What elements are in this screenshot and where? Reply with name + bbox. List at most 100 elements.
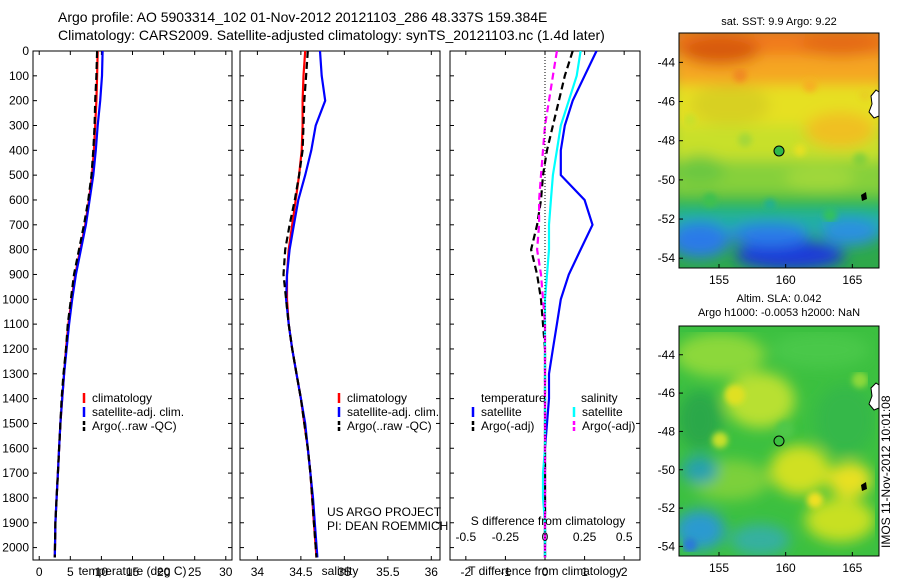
legend-label: climatology xyxy=(92,391,152,405)
map-y-tick-label: -54 xyxy=(658,251,676,265)
annotation-line-1: US ARGO PROJECT xyxy=(327,505,442,519)
y-tick-label: 1300 xyxy=(2,367,29,381)
y-tick-label: 100 xyxy=(9,69,29,83)
s-axis-tick-label: 0.25 xyxy=(573,530,597,544)
series-line-4 xyxy=(535,50,558,558)
y-tick-label: 1900 xyxy=(2,516,29,530)
y-tick-label: 1000 xyxy=(2,292,29,306)
map-sst-argo-marker xyxy=(773,145,785,157)
x-tick-label: 25 xyxy=(188,565,202,579)
y-tick-label: 1400 xyxy=(2,392,29,406)
s-axis-tick-label: -0.25 xyxy=(492,530,520,544)
s-axis-label: S difference from climatology xyxy=(471,514,626,528)
series-line-3 xyxy=(53,50,99,558)
map-y-tick-label: -52 xyxy=(658,501,676,515)
y-tick-label: 800 xyxy=(9,243,29,257)
map-sla-title-2: Argo h1000: -0.0053 h2000: NaN xyxy=(698,307,860,319)
map-y-tick-label: -46 xyxy=(658,386,676,400)
legend-label: Argo(-adj) xyxy=(481,419,534,433)
series-line-2 xyxy=(284,50,327,558)
x-axis-label: T difference from climatology xyxy=(468,564,622,578)
map-sst-title: sat. SST: 9.9 Argo: 9.22 xyxy=(721,16,837,28)
y-tick-label: 400 xyxy=(9,143,29,157)
x-axis-label: temperature (deg C) xyxy=(78,564,186,578)
map-y-tick-label: -48 xyxy=(658,134,676,148)
x-tick-label: 15 xyxy=(126,565,140,579)
legend-title-salinity: salinity xyxy=(581,391,618,405)
y-tick-label: 1700 xyxy=(2,466,29,480)
map-x-tick-label: 160 xyxy=(776,561,796,575)
x-tick-label: 0 xyxy=(36,565,43,579)
y-tick-label: 500 xyxy=(9,168,29,182)
s-axis-tick-label: -0.5 xyxy=(455,530,476,544)
y-tick-label: 1500 xyxy=(2,416,29,430)
header-line-1: Argo profile: AO 5903314_102 01-Nov-2012… xyxy=(58,9,547,25)
y-tick-label: 200 xyxy=(9,94,29,108)
x-tick-label: 30 xyxy=(219,565,233,579)
series-line-3 xyxy=(541,50,582,558)
plot-frame xyxy=(239,50,441,561)
x-tick-label: 36 xyxy=(425,565,439,579)
y-tick-label: 1800 xyxy=(2,491,29,505)
map-y-tick-label: -50 xyxy=(658,463,676,477)
y-tick-label: 600 xyxy=(9,193,29,207)
x-tick-label: 35.5 xyxy=(376,565,400,579)
map-x-tick-label: 160 xyxy=(776,273,796,287)
y-tick-label: 1200 xyxy=(2,342,29,356)
legend-label: satellite-adj. clim. xyxy=(347,405,439,419)
x-tick-label: 20 xyxy=(157,565,171,579)
header-line-2: Climatology: CARS2009. Satellite-adjuste… xyxy=(58,27,605,43)
x-tick-label: 2 xyxy=(621,565,628,579)
map-sst-coast xyxy=(861,89,880,201)
legend-label: satellite xyxy=(481,405,522,419)
map-y-tick-label: -52 xyxy=(658,212,676,226)
map-y-tick-label: -50 xyxy=(658,173,676,187)
annotation-line-2: PI: DEAN ROEMMICH xyxy=(327,519,448,533)
map-sla-frame xyxy=(678,325,880,557)
salinity-panel: 34 34.5 35 35.5 36 salinity climatologysatelli… xyxy=(239,50,448,579)
y-tick-label: 300 xyxy=(9,118,29,132)
series-line-3 xyxy=(282,50,318,558)
legend-label: climatology xyxy=(347,391,407,405)
side-label: IMOS 11-Nov-2012 10:01:08 xyxy=(879,395,893,548)
map-sla-coast xyxy=(861,382,880,491)
difference-panel: -2 -1 0 1 2T difference from climatology -0.5… xyxy=(449,50,641,579)
map-sla-argo-marker xyxy=(773,435,785,447)
x-tick-label: 34 xyxy=(251,565,265,579)
s-axis-tick-label: 0 xyxy=(542,530,549,544)
plot-frame xyxy=(32,50,233,561)
x-tick-label: 1 xyxy=(581,565,588,579)
legend-label: Argo(-adj) xyxy=(582,419,635,433)
legend-label: Argo(..raw -QC) xyxy=(92,419,177,433)
y-tick-label: 700 xyxy=(9,218,29,232)
x-tick-label: -1 xyxy=(500,565,511,579)
map-y-tick-label: -54 xyxy=(658,539,676,553)
legend-label: satellite xyxy=(582,405,623,419)
x-tick-label: 0 xyxy=(542,565,549,579)
map-x-tick-label: 165 xyxy=(842,561,862,575)
x-tick-label: 34.5 xyxy=(289,565,313,579)
x-tick-label: 35 xyxy=(338,565,352,579)
map-y-tick-label: -48 xyxy=(658,424,676,438)
map-y-tick-label: -44 xyxy=(658,348,676,362)
y-tick-label: 1600 xyxy=(2,441,29,455)
map-y-tick-label: -44 xyxy=(658,55,676,69)
x-tick-label: -2 xyxy=(460,565,471,579)
s-axis-tick-label: 0.5 xyxy=(616,530,633,544)
map-sla-axes: 155 160 165 -44 -46 -48 -50 -52 -54 xyxy=(658,348,863,575)
map-x-tick-label: 165 xyxy=(842,273,862,287)
y-tick-label: 0 xyxy=(22,44,29,58)
x-tick-label: 5 xyxy=(67,565,74,579)
legend-label: satellite-adj. clim. xyxy=(92,405,184,419)
map-x-tick-label: 155 xyxy=(709,273,729,287)
y-tick-label: 1100 xyxy=(3,317,29,331)
legend-title-temperature: temperature xyxy=(481,391,546,405)
map-sla-title-1: Altim. SLA: 0.042 xyxy=(737,293,822,305)
series-line-2 xyxy=(53,50,104,558)
map-y-tick-label: -46 xyxy=(658,95,676,109)
series-line-2 xyxy=(529,50,574,558)
x-axis-label: salinity xyxy=(322,564,359,578)
x-tick-label: 10 xyxy=(95,565,109,579)
y-tick-label: 2000 xyxy=(2,541,29,555)
